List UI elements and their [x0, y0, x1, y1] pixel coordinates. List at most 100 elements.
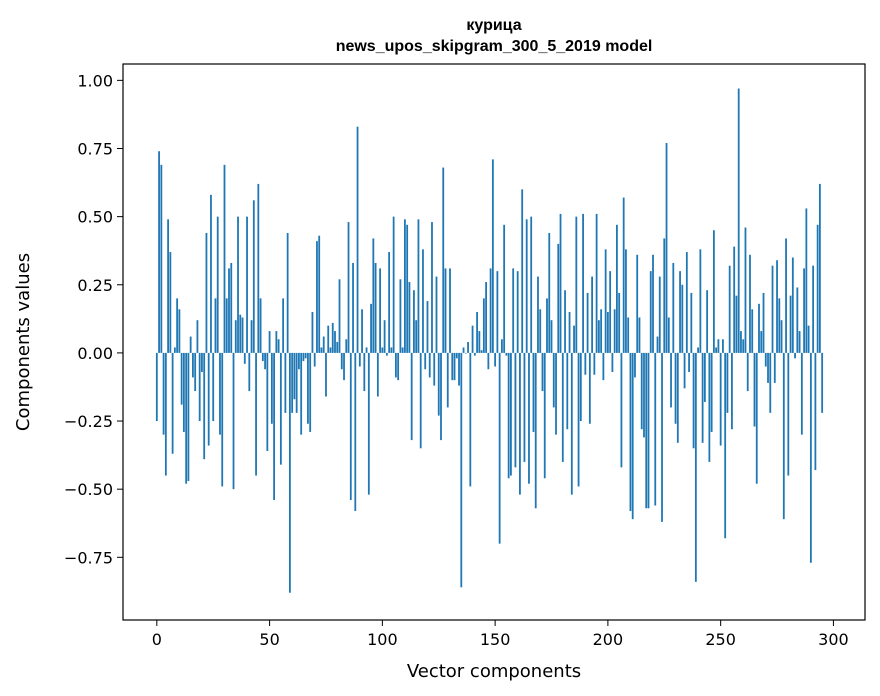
y-tick-label: 0.25: [77, 276, 113, 295]
bar: [374, 262, 377, 353]
bar: [519, 352, 521, 495]
bar: [385, 352, 388, 356]
bar: [340, 352, 343, 370]
bar: [167, 219, 169, 353]
bar: [158, 151, 160, 353]
bar: [816, 224, 819, 353]
bar: [798, 331, 801, 353]
bar: [331, 322, 334, 353]
bar: [800, 352, 803, 435]
bar: [460, 352, 463, 588]
bar: [155, 352, 158, 422]
bar: [187, 352, 190, 481]
x-tick-label: 0: [152, 630, 162, 649]
bar: [392, 216, 395, 353]
bar: [710, 352, 713, 432]
bar: [717, 339, 720, 353]
x-axis-label: Vector components: [407, 661, 581, 682]
bar: [539, 309, 542, 353]
bar: [807, 325, 810, 353]
bar: [744, 227, 747, 353]
bar: [579, 352, 582, 422]
bar: [494, 352, 497, 367]
bar: [228, 268, 230, 353]
bar: [329, 347, 332, 353]
bar: [557, 243, 560, 353]
bar: [302, 352, 305, 362]
bar: [261, 352, 264, 362]
bar: [349, 352, 352, 501]
bar: [758, 303, 760, 353]
bar: [512, 268, 515, 353]
bar: [266, 352, 269, 452]
bar: [577, 352, 580, 487]
bar: [751, 309, 754, 353]
bar: [625, 249, 627, 353]
x-axis-ticks: 0 50 100 150 200 250 300: [152, 620, 849, 649]
bar: [376, 352, 379, 397]
bar: [325, 352, 327, 397]
bar: [464, 352, 467, 354]
bar: [616, 224, 618, 353]
bar: [444, 268, 447, 353]
bar: [291, 352, 294, 413]
bar: [771, 265, 774, 353]
bar: [674, 352, 677, 424]
bar: [164, 352, 167, 476]
bar: [794, 352, 796, 359]
bar: [363, 352, 366, 392]
bar: [570, 352, 573, 495]
x-tick-label: 250: [705, 630, 736, 649]
bar: [248, 352, 251, 392]
bar: [304, 352, 307, 359]
bar: [503, 224, 506, 353]
bar: [311, 312, 314, 353]
bar: [543, 352, 546, 479]
bar: [805, 208, 808, 353]
bar: [523, 352, 526, 462]
bar: [212, 352, 215, 422]
y-axis-label: Components values: [13, 253, 34, 431]
bar: [273, 352, 275, 501]
bar: [613, 309, 616, 353]
bar: [708, 352, 711, 462]
bar: [383, 320, 386, 353]
bar: [489, 268, 492, 353]
bar: [367, 352, 370, 495]
bar: [638, 317, 641, 353]
bar: [255, 352, 257, 476]
bar: [654, 352, 657, 506]
bar: [446, 352, 449, 408]
bar: [550, 320, 553, 353]
bar: [241, 317, 244, 353]
bar: [778, 298, 781, 353]
bar: [214, 298, 217, 353]
bar: [338, 279, 341, 353]
y-tick-label: 1.00: [77, 71, 113, 90]
bar: [683, 352, 686, 389]
bar: [740, 331, 742, 353]
bar: [370, 303, 372, 353]
bar: [618, 292, 621, 353]
y-axis-ticks: −0.75 −0.50 −0.25 0.00 0.25 0.50 0.75 1.00: [64, 71, 123, 567]
bar: [690, 292, 693, 353]
bar: [397, 352, 400, 381]
bar: [496, 271, 499, 353]
bar: [629, 352, 632, 511]
bar: [582, 213, 584, 353]
bar: [647, 352, 650, 509]
bar: [295, 352, 298, 413]
bar: [442, 167, 445, 353]
bar: [234, 320, 237, 353]
bar: [219, 352, 221, 435]
bar: [564, 290, 566, 353]
bar: [232, 352, 235, 490]
bar: [307, 352, 309, 424]
bar: [160, 164, 163, 353]
bar: [327, 325, 330, 353]
bar: [277, 339, 280, 353]
bar: [313, 352, 316, 367]
bar: [424, 352, 427, 370]
bar: [566, 352, 569, 430]
bar: [548, 232, 551, 353]
